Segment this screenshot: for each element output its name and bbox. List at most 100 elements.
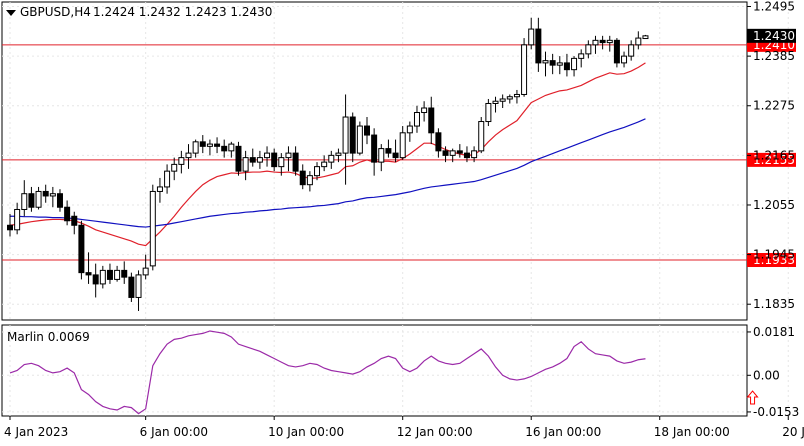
candle[interactable]	[328, 150, 335, 169]
candle[interactable]	[106, 263, 113, 284]
candle[interactable]	[513, 89, 520, 104]
candle[interactable]	[499, 94, 506, 108]
candle[interactable]	[71, 211, 78, 235]
candle[interactable]	[371, 128, 378, 176]
candle[interactable]	[428, 96, 435, 145]
candlesticks[interactable]	[7, 17, 649, 311]
candle[interactable]	[121, 261, 128, 284]
candle[interactable]	[349, 112, 356, 163]
candle[interactable]	[314, 162, 321, 181]
candle[interactable]	[413, 105, 420, 133]
candle[interactable]	[256, 150, 263, 169]
candle[interactable]	[85, 252, 92, 284]
candle[interactable]	[142, 254, 149, 280]
candle[interactable]	[178, 150, 185, 174]
candle[interactable]	[628, 40, 635, 61]
candle[interactable]	[21, 180, 28, 217]
candle[interactable]	[463, 146, 470, 163]
candle[interactable]	[585, 40, 592, 59]
candle[interactable]	[228, 141, 235, 158]
candle[interactable]	[578, 49, 585, 68]
candle[interactable]	[235, 141, 242, 176]
candle[interactable]	[271, 148, 278, 172]
candle[interactable]	[321, 155, 328, 172]
candle[interactable]	[135, 270, 142, 311]
candle[interactable]	[99, 265, 106, 289]
candle[interactable]	[49, 186, 56, 208]
candle[interactable]	[364, 117, 370, 145]
candle[interactable]	[171, 157, 178, 181]
candle[interactable]	[542, 51, 549, 77]
candle[interactable]	[164, 164, 171, 194]
slow-moving-average	[10, 118, 646, 228]
candle-body	[164, 170, 171, 188]
candle[interactable]	[635, 31, 642, 50]
candle[interactable]	[285, 146, 292, 172]
candle[interactable]	[485, 98, 492, 127]
candle[interactable]	[599, 35, 606, 50]
candle[interactable]	[642, 34, 649, 40]
candle[interactable]	[292, 146, 299, 176]
candle[interactable]	[621, 51, 628, 68]
candle[interactable]	[385, 139, 392, 158]
candle-body	[349, 116, 356, 154]
candle[interactable]	[278, 153, 285, 176]
candle[interactable]	[185, 144, 192, 169]
candle-body	[92, 274, 99, 285]
candle[interactable]	[249, 148, 256, 167]
candle[interactable]	[264, 146, 271, 167]
candle[interactable]	[521, 38, 528, 97]
candle[interactable]	[192, 139, 199, 158]
candle[interactable]	[35, 186, 42, 210]
candle[interactable]	[42, 184, 49, 203]
candle[interactable]	[199, 135, 206, 154]
candle[interactable]	[528, 17, 535, 50]
candle[interactable]	[563, 53, 570, 77]
candle[interactable]	[606, 35, 613, 52]
candle[interactable]	[335, 148, 342, 163]
candle[interactable]	[592, 35, 599, 54]
candle[interactable]	[613, 38, 620, 68]
candle[interactable]	[478, 117, 485, 154]
candle[interactable]	[471, 146, 478, 163]
candle[interactable]	[128, 272, 135, 302]
candle[interactable]	[299, 164, 306, 190]
candle[interactable]	[421, 101, 428, 122]
candle[interactable]	[56, 189, 63, 212]
candle[interactable]	[399, 126, 406, 160]
candle[interactable]	[242, 150, 249, 181]
candle[interactable]	[28, 186, 35, 212]
candle[interactable]	[156, 177, 163, 203]
candle[interactable]	[149, 184, 156, 271]
candle[interactable]	[535, 17, 542, 72]
candle[interactable]	[221, 139, 228, 158]
candle[interactable]	[356, 121, 363, 156]
candle[interactable]	[378, 144, 385, 172]
candle[interactable]	[92, 263, 99, 298]
candle[interactable]	[78, 220, 85, 280]
symbol-dropdown-icon[interactable]	[6, 10, 16, 16]
candle[interactable]	[406, 121, 413, 142]
candle[interactable]	[442, 146, 449, 163]
candle[interactable]	[214, 137, 221, 154]
candle[interactable]	[435, 128, 442, 158]
candle[interactable]	[7, 214, 13, 237]
candle[interactable]	[449, 148, 456, 163]
candle[interactable]	[206, 139, 213, 156]
candle[interactable]	[64, 200, 71, 226]
candle[interactable]	[571, 56, 578, 77]
candle[interactable]	[556, 56, 563, 75]
candle-body	[321, 161, 328, 168]
candle-body	[606, 39, 613, 44]
candle[interactable]	[456, 144, 463, 158]
candle[interactable]	[306, 171, 313, 192]
candle[interactable]	[549, 53, 556, 75]
candle[interactable]	[392, 139, 399, 163]
candle[interactable]	[506, 94, 513, 104]
candle[interactable]	[492, 96, 499, 113]
candle[interactable]	[114, 265, 121, 282]
candle[interactable]	[342, 94, 349, 185]
candle[interactable]	[14, 202, 21, 235]
